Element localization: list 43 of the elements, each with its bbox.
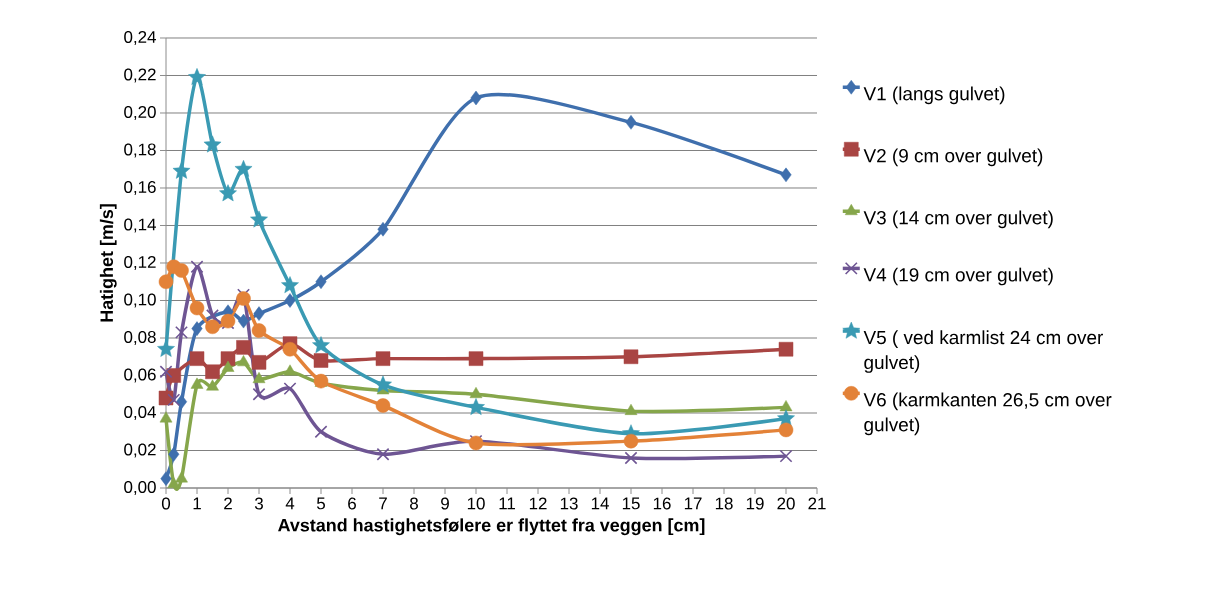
x-tick-label: 19 (746, 497, 764, 510)
y-tick-label: 0,02 (124, 443, 156, 458)
y-tick-label: 0,04 (124, 406, 156, 420)
y-tick-label: 0,12 (124, 256, 156, 270)
x-tick-label: 4 (285, 497, 295, 510)
legend-label: V2 (9 cm over gulvet) (863, 148, 1043, 167)
x-tick-label: 14 (591, 497, 609, 510)
legend-label: V4 (19 cm over gulvet) (863, 267, 1053, 286)
x-tick-label: 6 (348, 497, 356, 510)
y-tick-label: 0,22 (124, 68, 156, 83)
x-tick-label: 8 (410, 497, 418, 510)
y-tick-label: 0,00 (124, 481, 156, 495)
x-axis-title: Avstand hastighetsfølere er flyttet fra veggen [cm] (278, 518, 705, 536)
x-tick-label: 16 (653, 497, 671, 510)
x-tick-label: 20 (777, 497, 795, 510)
legend-label: V3 (14 cm over gulvet) (863, 210, 1053, 229)
y-tick-label: 0,20 (124, 106, 156, 120)
x-tick-label: 13 (560, 497, 578, 510)
legend-label: V6 (karmkanten 26,5 cm over gulvet) (863, 392, 1112, 436)
x-tick-label: 1 (193, 497, 201, 510)
y-tick-label: 0,14 (124, 218, 156, 233)
x-tick-label: 15 (622, 497, 640, 510)
x-tick-label: 21 (808, 497, 826, 510)
x-tick-label: 5 (316, 497, 325, 510)
x-tick-label: 11 (499, 497, 515, 510)
legend-label: V1 (langs gulvet) (863, 86, 1005, 105)
y-tick-label: 0,24 (124, 31, 156, 45)
x-tick-label: 2 (224, 497, 232, 510)
y-tick-label: 0,06 (124, 368, 156, 383)
y-tick-label: 0,16 (124, 181, 156, 195)
x-tick-label: 9 (441, 497, 449, 510)
x-tick-label: 0 (161, 497, 171, 510)
y-tick-label: 0,10 (124, 293, 156, 308)
x-tick-label: 18 (715, 497, 733, 510)
y-tick-label: 0,08 (124, 331, 156, 345)
legend-label: V5 ( ved karmlist 24 cm over gulvet) (863, 330, 1103, 373)
x-tick-label: 10 (467, 497, 485, 510)
y-tick-label: 0,18 (124, 143, 156, 158)
x-tick-label: 7 (379, 497, 387, 510)
x-tick-label: 17 (684, 497, 702, 510)
y-axis-title: Hatighet [m/s] (99, 204, 117, 322)
x-tick-label: 3 (254, 497, 263, 510)
x-tick-label: 12 (529, 497, 547, 510)
